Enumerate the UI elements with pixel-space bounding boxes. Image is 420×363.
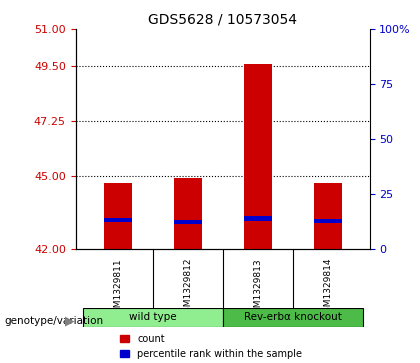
Bar — [104, 183, 131, 249]
Bar — [173, 178, 202, 249]
Bar — [104, 217, 131, 222]
Text: GSM1329811: GSM1329811 — [113, 258, 122, 318]
Text: GSM1329812: GSM1329812 — [183, 258, 192, 318]
Bar — [314, 183, 341, 249]
Text: GSM1329814: GSM1329814 — [323, 258, 332, 318]
Bar — [244, 65, 272, 249]
Text: ▶: ▶ — [65, 315, 75, 328]
Text: Rev-erbα knockout: Rev-erbα knockout — [244, 312, 341, 322]
Bar — [173, 220, 202, 224]
Title: GDS5628 / 10573054: GDS5628 / 10573054 — [148, 12, 297, 26]
Text: wild type: wild type — [129, 312, 176, 322]
FancyBboxPatch shape — [83, 307, 223, 327]
Text: GSM1329813: GSM1329813 — [253, 258, 262, 318]
Bar — [244, 216, 272, 221]
Bar — [314, 219, 341, 223]
Text: genotype/variation: genotype/variation — [4, 316, 103, 326]
FancyBboxPatch shape — [223, 307, 362, 327]
Legend: count, percentile rank within the sample: count, percentile rank within the sample — [116, 330, 306, 363]
